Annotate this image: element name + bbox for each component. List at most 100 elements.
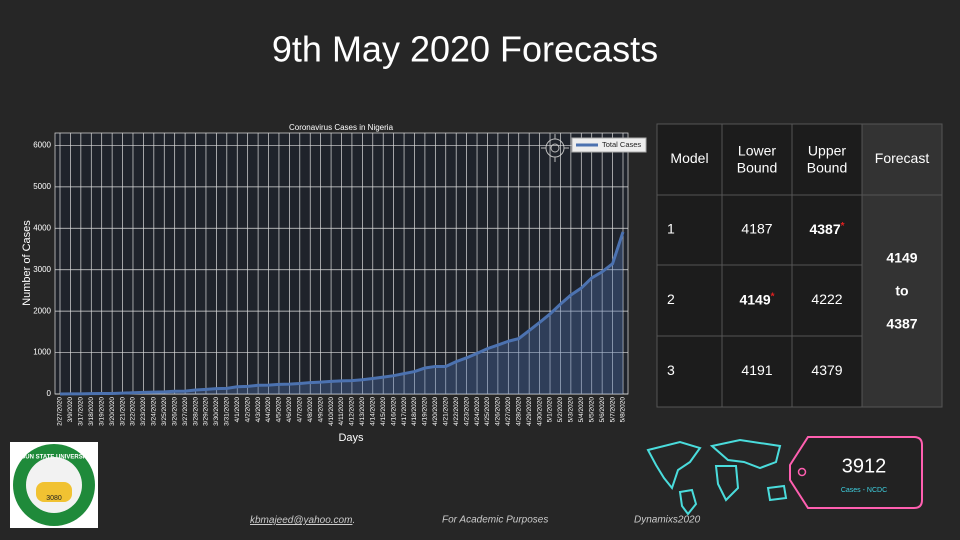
x-tick-label: 5/7/2020: [609, 397, 616, 423]
x-tick-label: 3/26/2020: [171, 397, 178, 426]
x-tick-label: 4/15/2020: [380, 397, 387, 426]
table-cell: [721, 194, 793, 266]
x-tick-label: 5/5/2020: [588, 397, 595, 423]
table-cell: [656, 335, 723, 408]
forecast-text: to: [895, 283, 908, 299]
x-tick-label: 4/1/2020: [234, 397, 241, 423]
table-value: 4149*: [739, 291, 774, 307]
table-cell: [791, 335, 863, 408]
x-tick-label: 3/19/2020: [98, 397, 105, 426]
x-tick-label: 4/24/2020: [474, 397, 481, 426]
line: [59, 231, 625, 396]
area: [60, 231, 623, 394]
table-cell: [791, 264, 863, 337]
footer-email[interactable]: kbmajeed@yahoo.com: [250, 515, 352, 526]
table-value: 4387*: [809, 221, 844, 237]
table-value: 3: [667, 362, 675, 378]
tag-outline: [789, 436, 923, 509]
world-map: [646, 438, 788, 516]
x-tick-label: 4/20/2020: [432, 397, 439, 426]
x-tick-label: 3/25/2020: [161, 397, 168, 426]
table-value: 1: [667, 221, 675, 237]
x-tick-label: 4/27/2020: [505, 397, 512, 426]
y-tick-label: 6000: [33, 141, 51, 150]
x-tick-label: 4/13/2020: [359, 397, 366, 426]
y-tick-label: 2000: [33, 306, 51, 315]
header-text: Upper Bound: [807, 142, 847, 175]
footer-email-line: kbmajeed@yahoo.com.: [250, 515, 355, 526]
footer-brand: Dynamixs2020: [634, 515, 701, 526]
x-tick-label: 4/23/2020: [463, 397, 470, 426]
table-cell: [721, 264, 793, 337]
x-tick-label: 5/2/2020: [557, 397, 564, 423]
x-tick-label: 4/26/2020: [495, 397, 502, 426]
y-tick-label: 3000: [33, 265, 51, 274]
logo-shield: [36, 482, 72, 502]
y-tick-label: 5000: [33, 182, 51, 191]
x-tick-label: 5/8/2020: [620, 397, 627, 423]
legend-box: [571, 137, 647, 153]
x-tick-label: 3/17/2020: [78, 397, 85, 426]
x-tick-label: 4/16/2020: [390, 397, 397, 426]
x-tick-label: 4/29/2020: [526, 397, 533, 426]
header-text: Model: [670, 150, 708, 166]
x-tick-label: 4/12/2020: [349, 397, 356, 426]
footer-note: For Academic Purposes: [442, 515, 548, 526]
x-tick-label: 4/19/2020: [422, 397, 429, 426]
chart-title: Coronavirus Cases in Nigeria: [289, 123, 394, 132]
tag-hole: [797, 467, 807, 477]
x-tick-label: 5/3/2020: [568, 397, 575, 423]
x-tick-label: 4/30/2020: [536, 397, 543, 426]
slide-title: 9th May 2020 Forecasts: [272, 29, 658, 70]
x-tick-label: 3/20/2020: [109, 397, 116, 426]
header-text: Lower Bound: [737, 142, 777, 175]
value-text: 4387: [809, 221, 840, 237]
forecast-cell: [861, 194, 943, 408]
x-tick-label: 5/1/2020: [547, 397, 554, 423]
x-tick-label: 3/23/2020: [140, 397, 147, 426]
x-tick-label: 3/28/2020: [192, 397, 199, 426]
table-value: 2: [667, 291, 675, 307]
x-tick-label: 4/6/2020: [286, 397, 293, 423]
x-tick-label: 4/8/2020: [307, 397, 314, 423]
x-tick-label: 4/28/2020: [515, 397, 522, 426]
logo-name: OGUN STATE UNIVERSITY: [16, 455, 92, 461]
x-tick-label: 4/11/2020: [338, 397, 345, 426]
tag-label: Cases - NCDC: [841, 487, 887, 494]
x-tick-label: 4/14/2020: [369, 397, 376, 426]
y-tick-label: 1000: [33, 348, 51, 357]
header-cell: [791, 123, 863, 196]
x-tick-label: 4/3/2020: [255, 397, 262, 423]
x-tick-label: 4/5/2020: [276, 397, 283, 423]
x-tick-label: 4/17/2020: [401, 397, 408, 426]
y-tick-label: 0: [47, 389, 52, 398]
x-tick-label: 3/31/2020: [224, 397, 231, 426]
x-tick-label: 4/9/2020: [317, 397, 324, 423]
x-tick-label: 3/9/2020: [67, 397, 74, 423]
value-mark: *: [841, 221, 845, 232]
x-tick-label: 2/27/2020: [57, 397, 64, 426]
value-mark: *: [771, 291, 775, 302]
table-cell: [721, 335, 793, 408]
x-tick-label: 3/24/2020: [151, 397, 158, 426]
tag-value: 3912: [842, 455, 887, 477]
logo-code: 3080: [46, 495, 62, 502]
x-axis-label: Days: [338, 432, 364, 444]
x-tick-label: 3/22/2020: [130, 397, 137, 426]
x-tick-label: 4/25/2020: [484, 397, 491, 426]
x-tick-label: 3/18/2020: [88, 397, 95, 426]
x-tick-label: 4/21/2020: [442, 397, 449, 426]
y-tick-label: 4000: [33, 223, 51, 232]
x-tick-label: 4/2/2020: [244, 397, 251, 423]
header-cell: [861, 123, 943, 196]
x-tick-label: 4/18/2020: [411, 397, 418, 426]
header-text: Forecast: [875, 150, 930, 166]
virus-icon: [541, 134, 569, 162]
footer-email-suffix: .: [352, 515, 355, 526]
x-tick-label: 4/7/2020: [297, 397, 304, 423]
forecast-table: Model Lower Bound Upper Bound Forecast 1 4187 43…: [656, 123, 943, 408]
table-value: 4191: [741, 362, 772, 378]
legend-label: Total Cases: [602, 140, 641, 149]
